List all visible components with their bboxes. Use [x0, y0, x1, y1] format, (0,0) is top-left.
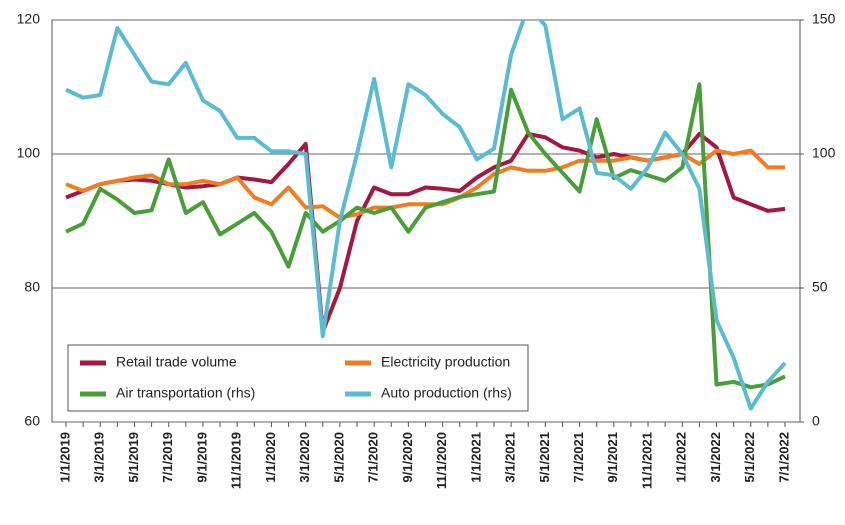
series-line — [65, 131, 786, 334]
y-tick-label: 80 — [24, 279, 40, 295]
y-tick-label: 60 — [24, 413, 40, 429]
legend-label: Air transportation (rhs) — [116, 385, 255, 401]
x-tick-label: 11/1/2021 — [639, 432, 654, 489]
x-tick-label: 7/1/2019 — [160, 432, 175, 483]
x-tick-label: 5/1/2019 — [126, 432, 141, 483]
x-tick-label: 3/1/2022 — [708, 432, 723, 483]
x-tick-label: 1/1/2019 — [57, 432, 72, 483]
legend-label: Electricity production — [381, 354, 510, 370]
x-tick-label: 1/1/2022 — [674, 432, 689, 483]
y2-tick-label: 100 — [812, 145, 836, 161]
legend-box — [67, 344, 529, 412]
y-tick-label: 120 — [17, 11, 41, 27]
x-tick-label: 1/1/2020 — [263, 432, 278, 483]
y-tick-label: 100 — [17, 145, 41, 161]
x-tick-label: 5/1/2020 — [331, 432, 346, 483]
x-tick-label: 7/1/2020 — [366, 432, 381, 483]
x-tick-label: 11/1/2020 — [434, 432, 449, 489]
x-tick-label: 7/1/2021 — [571, 432, 586, 483]
y2-tick-label: 0 — [812, 413, 820, 429]
y2-tick-label: 150 — [812, 11, 836, 27]
x-tick-label: 7/1/2022 — [776, 432, 791, 483]
x-tick-label: 9/1/2019 — [194, 432, 209, 483]
x-tick-label: 3/1/2021 — [503, 432, 518, 483]
x-tick-label: 5/1/2022 — [742, 432, 757, 483]
x-tick-label: 3/1/2020 — [297, 432, 312, 483]
series-line — [65, 20, 787, 411]
x-tick-label: 1/1/2021 — [468, 432, 483, 483]
y2-tick-label: 50 — [812, 279, 828, 295]
series-line — [65, 82, 786, 390]
legend-label: Retail trade volume — [116, 354, 237, 370]
x-tick-label: 5/1/2021 — [537, 432, 552, 483]
x-tick-label: 3/1/2019 — [92, 432, 107, 483]
series-line — [65, 148, 785, 220]
x-tick-label: 11/1/2019 — [229, 432, 244, 489]
legend-label: Auto production (rhs) — [381, 385, 512, 401]
x-tick-label: 9/1/2020 — [400, 432, 415, 483]
x-tick-label: 9/1/2021 — [605, 432, 620, 483]
